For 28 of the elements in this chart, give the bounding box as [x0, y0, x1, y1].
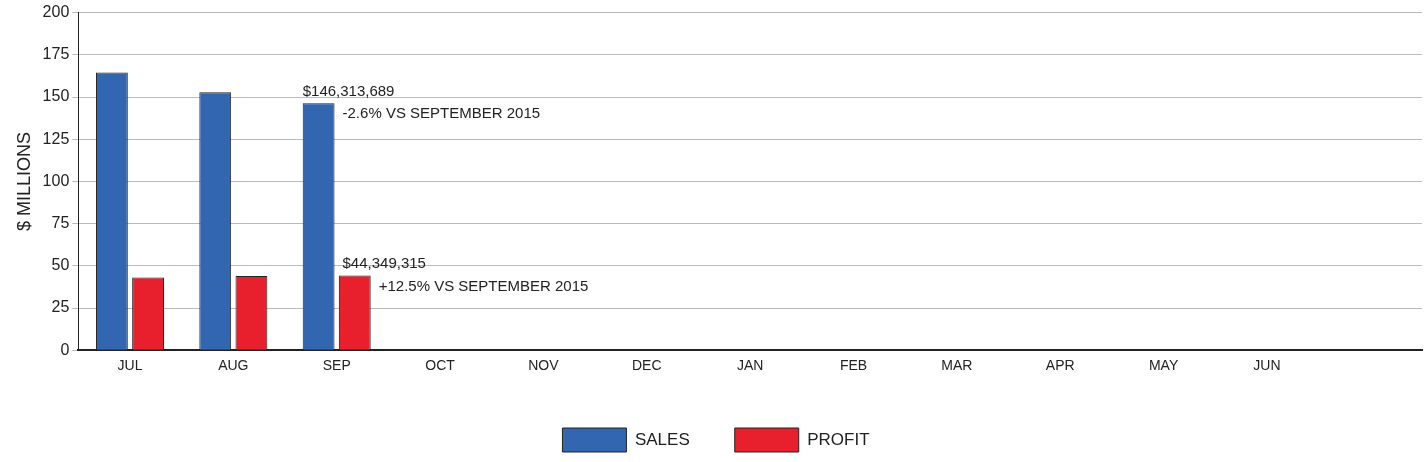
legend-label: PROFIT	[807, 429, 870, 449]
x-tick-label: FEB	[839, 357, 868, 374]
annotation: $146,313,689	[302, 81, 395, 99]
x-tick-label: JAN	[736, 357, 764, 374]
x-tick-label: JUN	[1253, 357, 1281, 374]
y-tick-label: 25	[51, 298, 70, 316]
x-tick-label: APR	[1045, 357, 1075, 374]
y-tick-label: 200	[42, 3, 70, 21]
x-tick-label: MAR	[941, 357, 973, 374]
x-tick-label: MAY	[1148, 357, 1179, 374]
y-tick-label: 0	[60, 340, 70, 358]
y-tick-label: 100	[42, 171, 70, 189]
annotation: +12.5% VS SEPTEMBER 2015	[378, 276, 589, 294]
x-tick-label: DEC	[632, 357, 662, 374]
x-tick-label: NOV	[528, 357, 560, 374]
y-tick-label: 175	[42, 45, 70, 63]
legend-label: SALES	[634, 429, 690, 449]
x-tick-label: SEP	[322, 357, 351, 374]
y-tick-label: 50	[51, 256, 70, 274]
x-tick-label: OCT	[425, 357, 456, 374]
y-tick-label: 75	[51, 214, 70, 232]
x-tick-label: JUL	[117, 357, 143, 374]
y-tick-label: 125	[42, 129, 70, 147]
annotation: $44,349,315	[342, 254, 426, 272]
annotation: -2.6% VS SEPTEMBER 2015	[342, 104, 541, 122]
y-tick-label: 150	[42, 87, 70, 105]
y-axis-title: $ MILLIONS	[13, 131, 34, 231]
x-tick-label: AUG	[218, 357, 249, 374]
